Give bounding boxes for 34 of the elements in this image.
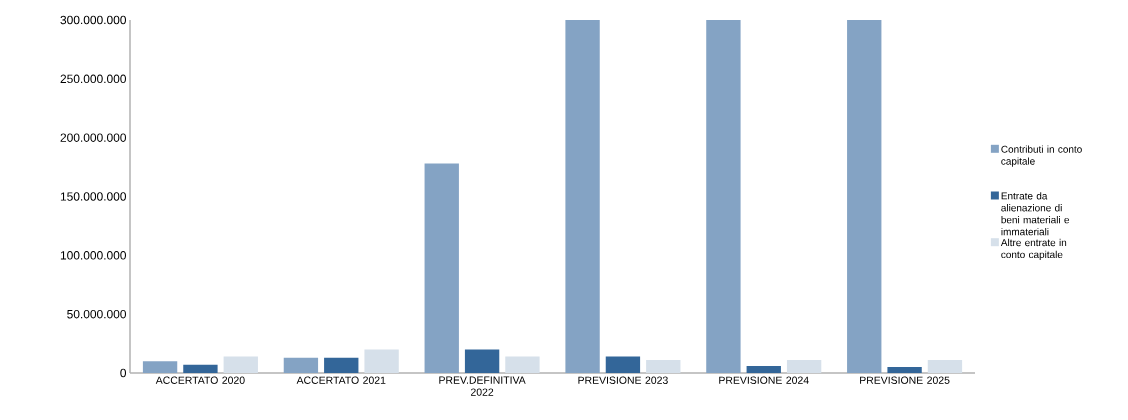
bar: [223, 356, 258, 373]
bar: [142, 361, 178, 373]
bar: [786, 360, 822, 373]
bar: [887, 367, 922, 373]
x-tick-label: PREVISIONE 2023: [578, 376, 668, 384]
bar: [646, 360, 681, 373]
x-tick-label: PREV.DEFINITIVA 2022: [439, 376, 526, 396]
x-tick-label: PREVISIONE 2024: [719, 376, 809, 384]
bar: [847, 20, 882, 373]
y-tick-label: 250.000.000: [60, 74, 127, 84]
legend-label: Contributi in conto capitale: [1001, 145, 1082, 167]
y-tick-label: 50.000.000: [67, 309, 127, 319]
x-tick-label: ACCERTATO 2021: [296, 376, 386, 384]
legend-label: Entrate da alienazione di beni materiali e immateriali: [1001, 192, 1070, 236]
bar: [364, 349, 399, 373]
bar: [605, 356, 641, 373]
y-tick-label: 300.000.000: [60, 15, 127, 25]
bar: [424, 163, 459, 373]
bar: [927, 360, 963, 373]
y-tick-label: 0: [120, 368, 127, 378]
bar: [565, 20, 600, 373]
bar: [324, 357, 359, 373]
y-tick-label: 150.000.000: [60, 192, 127, 201]
bar: [464, 349, 500, 373]
legend-label: Altre entrate in conto capitale: [1000, 238, 1067, 261]
x-tick-label: ACCERTATO 2020: [155, 376, 245, 384]
bar: [706, 20, 741, 373]
bar: [283, 357, 319, 373]
y-tick-label: 100.000.000: [60, 251, 127, 260]
bar: [505, 356, 540, 373]
y-tick-label: 200.000.000: [60, 133, 127, 142]
bar: [183, 364, 218, 373]
x-tick-label: PREVISIONE 2025: [860, 376, 950, 384]
bar: [746, 365, 781, 373]
